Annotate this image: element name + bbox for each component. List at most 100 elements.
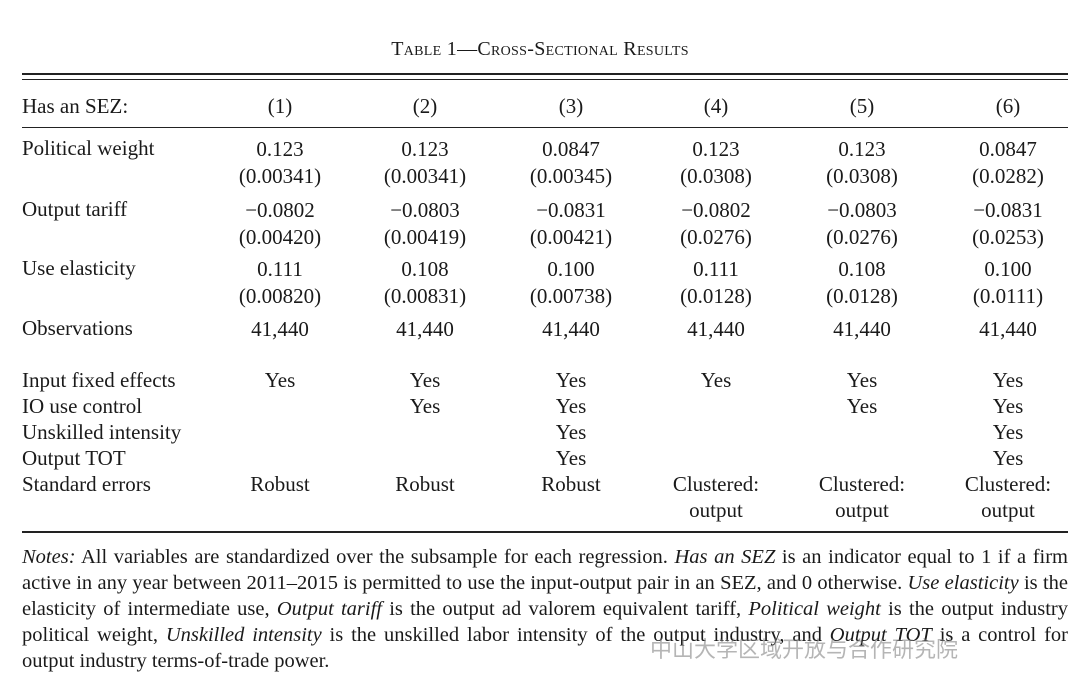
control-value: Yes [992, 420, 1024, 444]
standard-error: (0.00420) [238, 225, 322, 249]
standard-error: (0.0276) [680, 225, 752, 249]
standard-error: (0.00345) [529, 164, 613, 188]
header-rule [22, 127, 1068, 128]
standard-error: (0.0253) [972, 225, 1044, 249]
standard-error: (0.00738) [529, 284, 613, 308]
row-label: Political weight [22, 136, 155, 160]
coefficient: 41,440 [251, 317, 309, 341]
control-label: Input fixed effects [22, 368, 176, 392]
note-text: is the output industry political weight, [22, 598, 1069, 646]
note-text: is the elasticity of intermediate use, [22, 572, 1068, 620]
control-value: Robust [395, 472, 455, 496]
coefficient: −0.0803 [827, 198, 897, 222]
control-value: Robust [250, 472, 310, 496]
column-header: (6) [995, 94, 1021, 118]
table-title: Table 1—Cross-Sectional Results [391, 38, 689, 60]
notes: Notes: All variables are standardized ov… [22, 544, 1068, 674]
coefficient: 41,440 [542, 317, 600, 341]
note-text: is the output ad valorem equivalent tari… [381, 598, 749, 620]
control-value: Yes [555, 446, 587, 470]
note-text: Output tariff [276, 598, 382, 620]
top-rule [22, 73, 1068, 75]
standard-error: (0.00820) [238, 284, 322, 308]
coefficient: 41,440 [979, 317, 1037, 341]
note-text: All variables are standardized over the … [75, 546, 675, 568]
watermark: 中山大学区域开放与合作研究院 [650, 638, 959, 663]
column-header: (3) [558, 94, 584, 118]
standard-error: (0.00421) [529, 225, 613, 249]
control-label: Unskilled intensity [22, 420, 182, 444]
coefficient: −0.0831 [973, 198, 1043, 222]
standard-error: (0.0128) [826, 284, 898, 308]
top-rule [22, 79, 1068, 80]
column-header: (4) [703, 94, 729, 118]
coefficient: 41,440 [687, 317, 745, 341]
header-label: Has an SEZ: [22, 94, 129, 118]
note-text: is a control for output industry terms-o… [22, 624, 1068, 672]
row-label: Output tariff [22, 197, 128, 221]
coefficient: 0.111 [693, 257, 739, 281]
control-value: Yes [555, 420, 587, 444]
standard-error: (0.00341) [238, 164, 322, 188]
coefficient: 0.111 [257, 257, 303, 281]
coefficient: 0.123 [692, 137, 740, 161]
coefficient: 0.123 [838, 137, 886, 161]
note-text: is the unskilled labor intensity of the … [321, 624, 830, 646]
note-text: Political weight [748, 598, 881, 620]
control-label: Standard errors [22, 472, 151, 496]
coefficient: 0.123 [401, 137, 449, 161]
standard-error: (0.00341) [383, 164, 467, 188]
control-label: Output TOT [22, 446, 126, 470]
control-value: Yes [555, 394, 587, 418]
coefficient: 0.108 [401, 257, 449, 281]
standard-error: (0.0308) [826, 164, 898, 188]
control-value: Clustered: output [818, 472, 906, 522]
note-text: Has an SEZ [674, 546, 776, 568]
column-header: (2) [412, 94, 438, 118]
control-value: Yes [992, 368, 1024, 392]
coefficient: −0.0803 [390, 198, 460, 222]
control-value: Clustered: output [672, 472, 760, 522]
control-value: Yes [846, 368, 878, 392]
coefficient: 41,440 [833, 317, 891, 341]
coefficient: −0.0802 [245, 198, 315, 222]
coefficient: 0.0847 [979, 137, 1037, 161]
note-text: Output TOT [829, 624, 932, 646]
control-value: Clustered: output [964, 472, 1052, 522]
control-value: Yes [700, 368, 732, 392]
control-value: Yes [992, 394, 1024, 418]
coefficient: 0.0847 [542, 137, 600, 161]
control-value: Yes [409, 368, 441, 392]
coefficient: 41,440 [396, 317, 454, 341]
coefficient: 0.108 [838, 257, 886, 281]
column-header: (1) [267, 94, 293, 118]
standard-error: (0.0276) [826, 225, 898, 249]
row-label: Observations [22, 316, 133, 340]
control-label: IO use control [22, 394, 143, 418]
coefficient: 0.100 [547, 257, 595, 281]
standard-error: (0.0282) [972, 164, 1044, 188]
control-value: Yes [992, 446, 1024, 470]
coefficient: −0.0831 [536, 198, 606, 222]
standard-error: (0.0128) [680, 284, 752, 308]
control-value: Robust [541, 472, 601, 496]
note-text: Notes: [22, 546, 76, 568]
note-text: Unskilled intensity [165, 624, 322, 646]
column-header: (5) [849, 94, 875, 118]
bottom-rule [22, 531, 1068, 533]
coefficient: −0.0802 [681, 198, 751, 222]
standard-error: (0.0308) [680, 164, 752, 188]
control-value: Yes [555, 368, 587, 392]
control-value: Yes [264, 368, 296, 392]
standard-error: (0.00831) [383, 284, 467, 308]
standard-error: (0.0111) [972, 284, 1044, 308]
control-value: Yes [846, 394, 878, 418]
coefficient: 0.100 [984, 257, 1032, 281]
standard-error: (0.00419) [383, 225, 467, 249]
note-text: Use elasticity [907, 572, 1019, 594]
coefficient: 0.123 [256, 137, 304, 161]
control-value: Yes [409, 394, 441, 418]
row-label: Use elasticity [22, 256, 136, 280]
note-text: is an indicator equal to 1 if a firm act… [22, 546, 1068, 594]
